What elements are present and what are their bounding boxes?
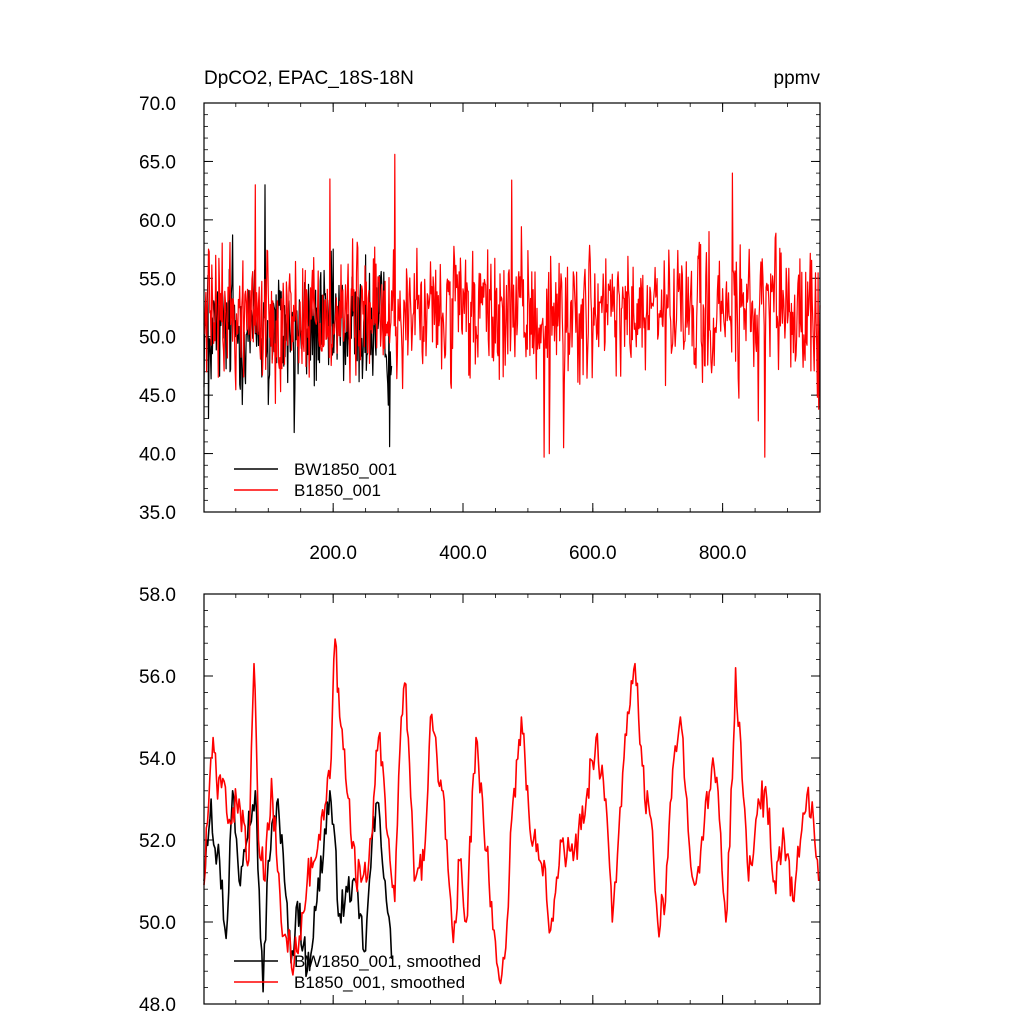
top-ytick-label: 65.0	[139, 152, 176, 173]
bottom-panel-frame	[203, 593, 821, 1005]
bottom-ytick-label: 54.0	[139, 749, 176, 770]
bottom-series-line-red	[203, 638, 820, 985]
bottom-legend-label-black: BW1850_001, smoothed	[294, 952, 481, 971]
top-panel-frame	[203, 102, 821, 513]
top-panel-units: ppmv	[774, 68, 821, 89]
top-ytick-label: 55.0	[139, 269, 176, 290]
top-ytick-label: 60.0	[139, 211, 176, 232]
bottom-panel: 48.0 50.0 52.0 54.0 56.0 58.0 BW1850_001, smo…	[139, 585, 821, 1016]
top-series-line-black	[203, 184, 393, 448]
top-legend: BW1850_001 B1850_001	[234, 460, 397, 500]
top-ytick-label: 35.0	[139, 503, 176, 524]
top-panel-axes: 35.0 40.0 45.0 50.0 55.0 60.0 65.0 70.0 200.0 400…	[139, 94, 821, 564]
top-ytick-label: 40.0	[139, 445, 176, 466]
top-xtick-label: 600.0	[569, 543, 617, 564]
top-panel-series	[203, 153, 821, 458]
top-ytick-label: 45.0	[139, 386, 176, 407]
top-ytick-label: 70.0	[139, 94, 176, 115]
top-series-line-red	[203, 153, 821, 458]
bottom-ytick-label: 48.0	[139, 995, 176, 1016]
bottom-ytick-label: 52.0	[139, 831, 176, 852]
top-panel-title: DpCO2, EPAC_18S-18N	[204, 68, 414, 89]
top-xtick-label: 400.0	[439, 543, 487, 564]
bottom-ytick-label: 50.0	[139, 913, 176, 934]
bottom-panel-series	[203, 638, 820, 993]
top-ytick-label: 50.0	[139, 328, 176, 349]
top-legend-label-red: B1850_001	[294, 481, 381, 500]
top-xtick-label: 200.0	[309, 543, 357, 564]
bottom-ytick-label: 58.0	[139, 585, 176, 606]
bottom-legend-label-red: B1850_001, smoothed	[294, 973, 465, 992]
top-panel: DpCO2, EPAC_18S-18N ppmv 35.0 40.0 45.0 50.…	[139, 68, 821, 564]
top-legend-label-black: BW1850_001	[294, 460, 397, 479]
top-xtick-label: 800.0	[699, 543, 747, 564]
bottom-legend: BW1850_001, smoothed B1850_001, smoothed	[234, 952, 481, 992]
bottom-ytick-label: 56.0	[139, 667, 176, 688]
